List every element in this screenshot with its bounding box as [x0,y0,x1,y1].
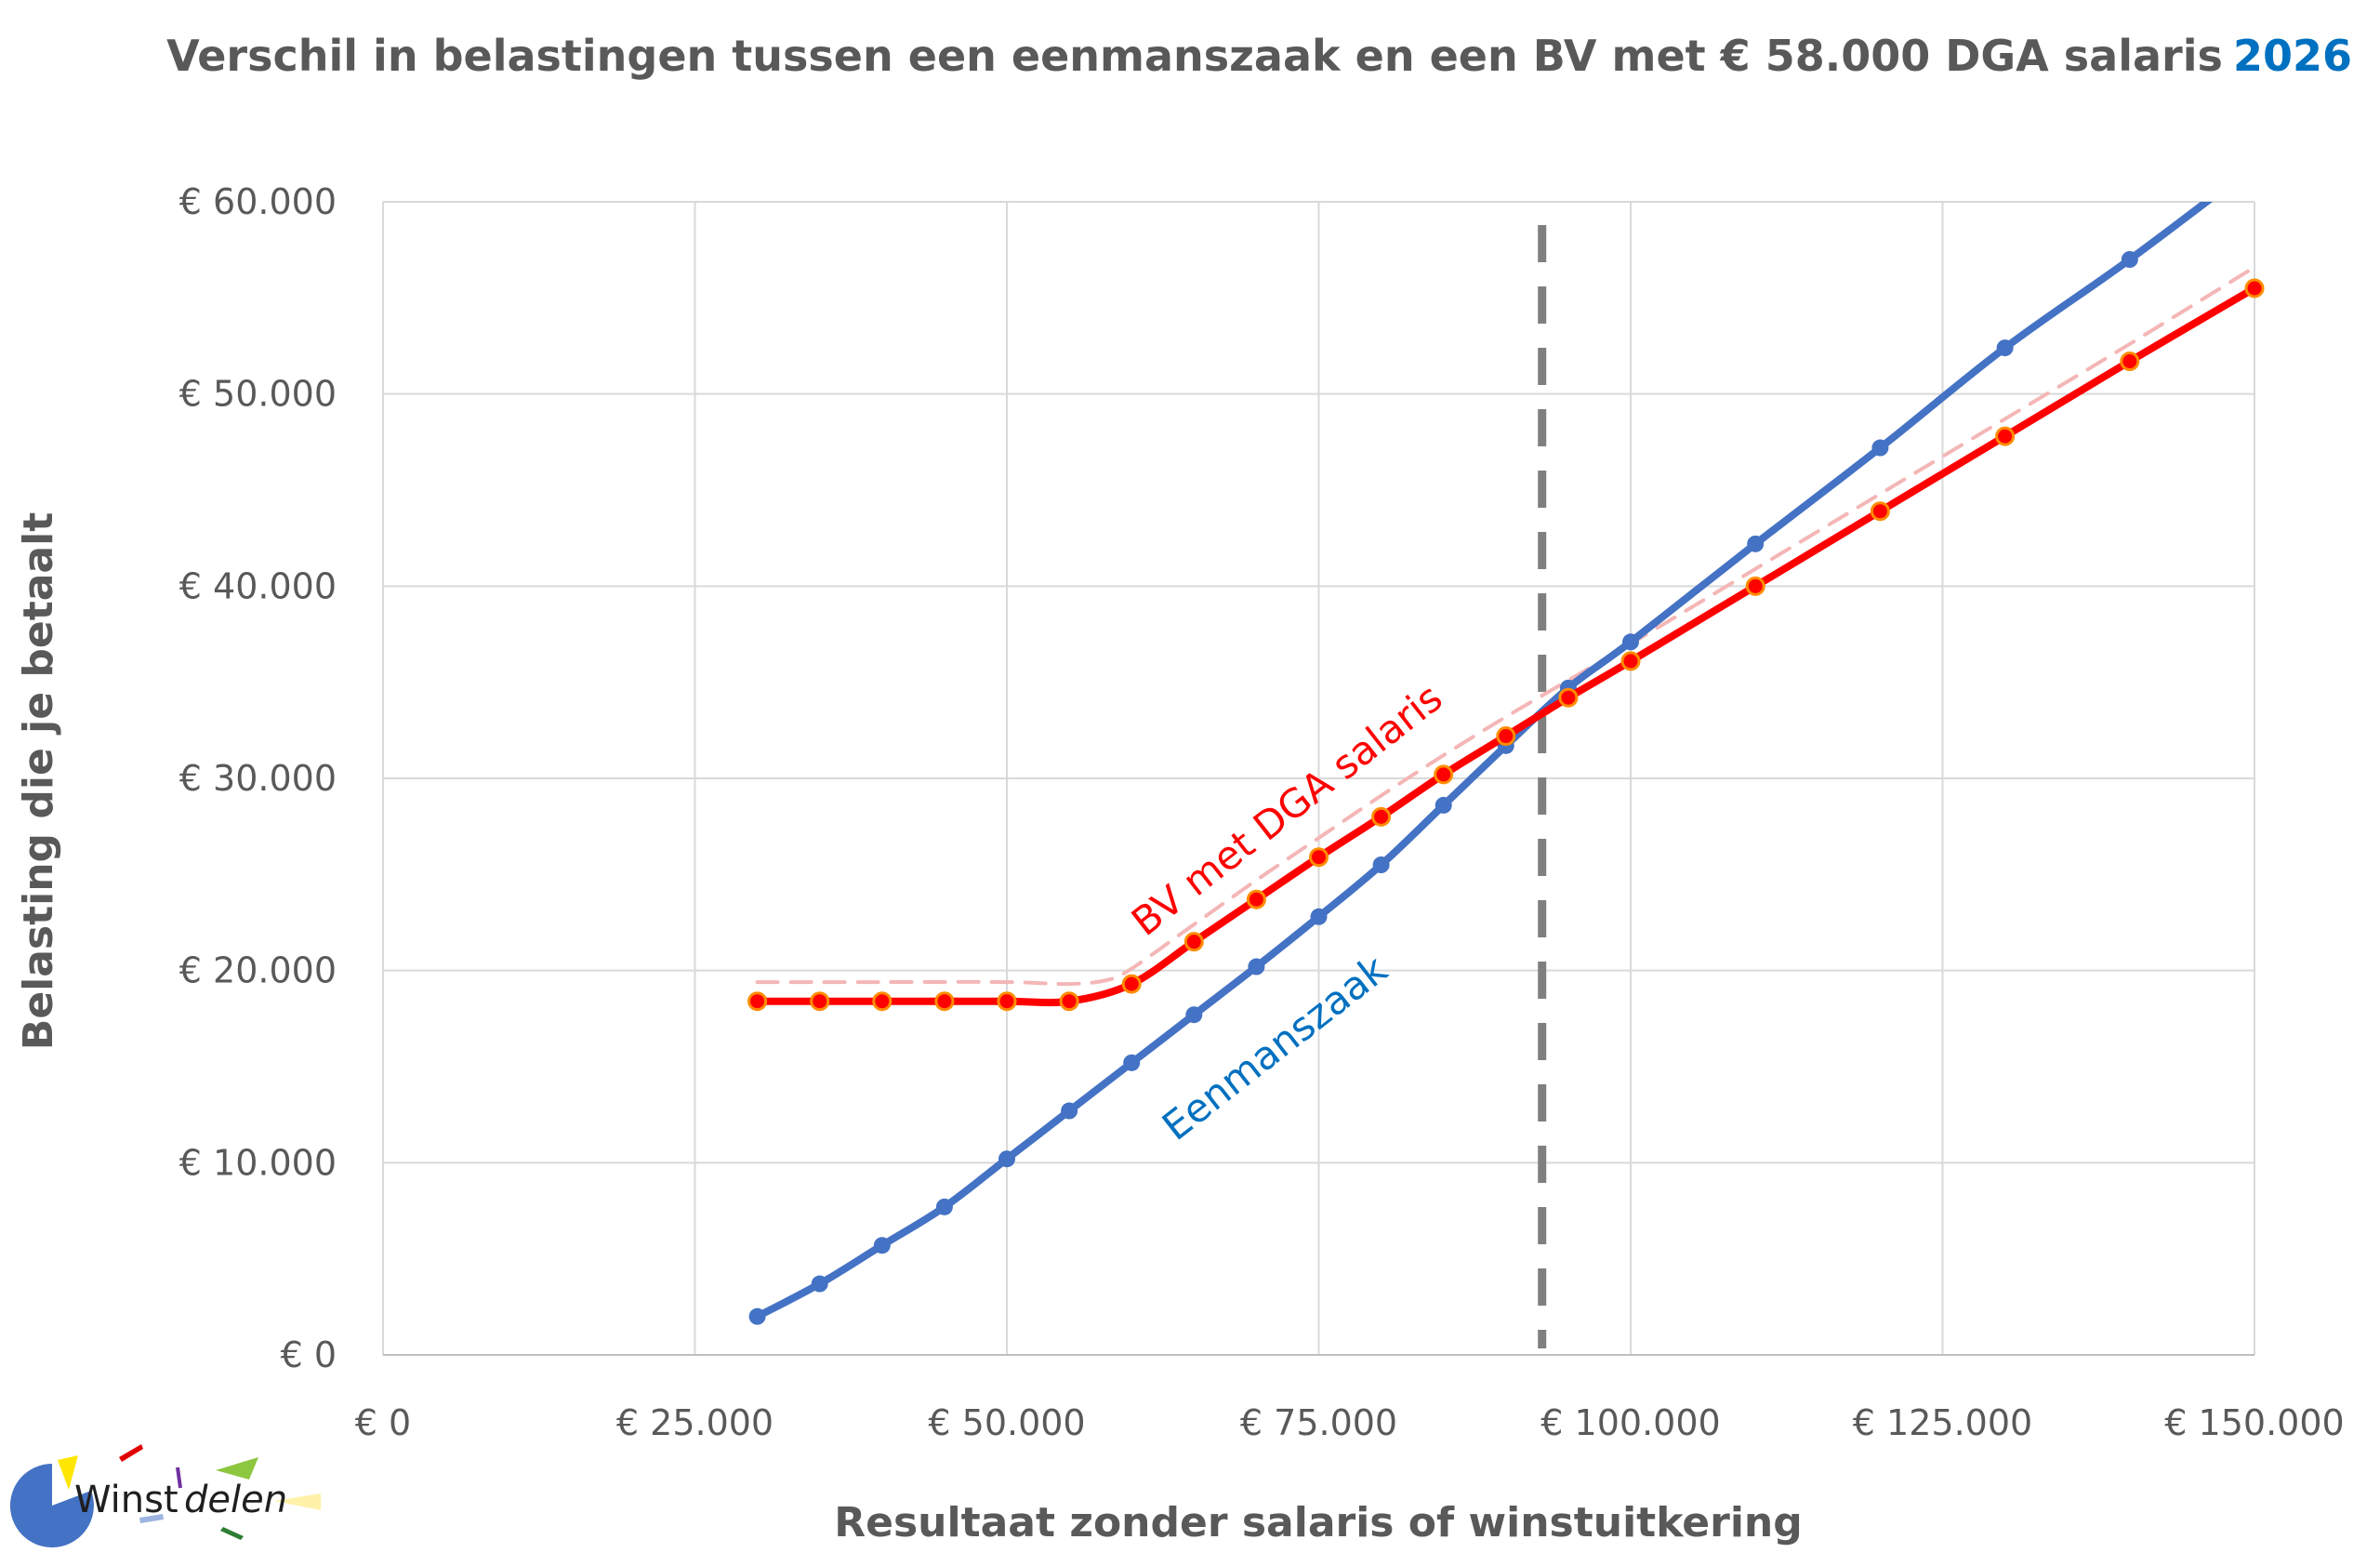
logo-yellow-beam-icon [274,1493,321,1510]
data-point-bv [1246,889,1266,909]
logo-blue-dash-icon [139,1514,164,1523]
data-point-bv [1995,426,2016,446]
logo-dark-green-dash-icon [220,1527,244,1540]
data-point-eenmanszaak [1996,339,2014,357]
logo-green-wedge-icon [216,1457,258,1480]
y-axis-label: Belasting die je betaalt [15,512,62,1050]
data-point-bv [2120,352,2140,372]
y-tick-label: € 10.000 [179,1142,337,1183]
data-point-eenmanszaak [1061,1102,1078,1120]
data-point-eenmanszaak [748,1307,766,1325]
data-point-bv [934,991,955,1012]
data-point-eenmanszaak [1747,535,1765,552]
logo-word-delen: delen [184,1479,287,1521]
data-point-bv [1620,651,1641,671]
x-tick-label: € 25.000 [616,1402,774,1443]
data-point-bv [1309,847,1329,868]
y-tick-label: € 30.000 [179,758,337,799]
y-tick-label: € 20.000 [179,950,337,991]
data-point-bv [1434,764,1454,785]
logo-word-winst: Winst [74,1479,178,1521]
data-point-eenmanszaak [1123,1054,1141,1071]
grid [382,201,2255,1356]
x-tick-label: € 75.000 [1240,1402,1397,1443]
x-axis-label: Resultaat zonder salaris of winstuitkeri… [834,1499,1802,1546]
x-axis-ticks: € 0 € 25.000 € 50.000 € 75.000 € 100.000 € 12… [355,1402,2345,1443]
data-point-eenmanszaak [998,1150,1015,1168]
data-point-bv [810,991,830,1012]
series-line-bv [753,285,2258,1007]
data-point-bv [1558,687,1579,708]
chart-title: Verschil in belastingen tussen een eenma… [166,31,2223,81]
year-badge: 2026 [2233,31,2352,81]
data-point-eenmanszaak [1622,633,1639,651]
series-line-trend [755,265,2256,987]
data-point-eenmanszaak [2121,251,2138,268]
winstdelen-logo: Winst delen [9,1444,321,1548]
data-point-eenmanszaak [1435,796,1452,814]
y-tick-label: € 0 [281,1334,337,1375]
series-line-eenmanszaak [753,202,2214,1321]
data-point-eenmanszaak [873,1237,891,1254]
x-tick-label: € 150.000 [2164,1402,2344,1443]
x-tick-label: € 50.000 [928,1402,1085,1443]
logo-purple-mark-icon [176,1467,182,1489]
x-tick-label: € 0 [355,1402,411,1443]
data-point-bv [1059,991,1079,1012]
data-point-bv [2244,278,2265,299]
data-point-bv [1745,576,1765,596]
data-point-eenmanszaak [1310,908,1328,925]
data-point-eenmanszaak [1185,1006,1203,1024]
y-tick-label: € 60.000 [179,181,337,222]
data-point-bv [872,991,892,1012]
data-point-bv [1870,501,1890,522]
data-point-eenmanszaak [1372,856,1390,873]
series-group [747,202,2265,1325]
data-point-bv [1496,726,1516,747]
y-axis-ticks: € 0 € 10.000 € 20.000 € 30.000 € 40.000 € 50.… [179,181,337,1375]
data-point-bv [1121,974,1142,994]
x-tick-label: € 125.000 [1853,1402,2032,1443]
data-point-eenmanszaak [811,1275,828,1293]
data-point-bv [1183,932,1204,952]
x-tick-label: € 100.000 [1540,1402,1720,1443]
data-point-bv [747,991,768,1012]
logo-red-stroke-icon [119,1444,143,1462]
data-point-eenmanszaak [1871,439,1889,457]
logo-pie-icon [9,1464,94,1548]
data-point-bv [1371,806,1392,827]
data-point-eenmanszaak [935,1198,953,1215]
y-tick-label: € 40.000 [179,565,337,606]
logo-yellow-wedge-icon [58,1455,78,1490]
y-tick-label: € 50.000 [179,374,337,415]
data-point-eenmanszaak [1248,958,1265,976]
data-point-bv [997,991,1017,1012]
